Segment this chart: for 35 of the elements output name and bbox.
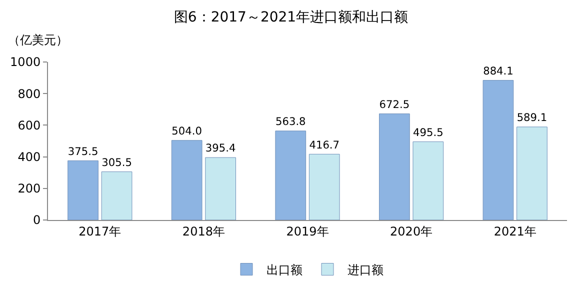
y-tick-label: 1000 — [10, 55, 41, 70]
data-label: 589.1 — [516, 112, 548, 124]
bar — [171, 140, 202, 220]
y-tick-label: 0 — [32, 213, 41, 228]
bar — [275, 130, 306, 220]
x-tick-label: 2018年 — [182, 224, 225, 238]
bar — [68, 160, 98, 220]
bar — [516, 126, 548, 220]
data-label: 884.1 — [483, 65, 514, 78]
bar — [205, 157, 236, 220]
data-label: 305.5 — [102, 156, 132, 169]
data-label: 395.4 — [205, 142, 236, 155]
data-label: 375.5 — [68, 146, 98, 158]
x-tick-label: 2020年 — [390, 224, 433, 238]
bar — [379, 114, 410, 220]
x-tick-label: 2021年 — [494, 224, 536, 238]
chart-title: 图6：2017～2021年进口额和出口额 — [174, 10, 408, 26]
legend-label: 出口额 — [266, 262, 302, 277]
data-label: 504.0 — [172, 125, 202, 138]
y-axis-title: （亿美元） — [8, 33, 68, 47]
y-tick-label: 200 — [18, 182, 41, 196]
bar — [482, 80, 514, 220]
bar — [101, 171, 132, 220]
y-tick-label: 800 — [18, 86, 41, 101]
bar — [412, 141, 444, 220]
y-tick-label: 400 — [18, 150, 41, 164]
data-label: 416.7 — [309, 139, 340, 152]
data-label: 672.5 — [379, 98, 410, 111]
data-label: 563.8 — [275, 116, 306, 128]
data-label: 495.5 — [413, 126, 444, 139]
bar — [308, 154, 340, 220]
x-tick-label: 2017年 — [78, 224, 122, 238]
legend-label: 进口额 — [348, 262, 384, 277]
x-tick-label: 2019年 — [286, 224, 329, 238]
y-tick-label: 600 — [18, 118, 41, 132]
